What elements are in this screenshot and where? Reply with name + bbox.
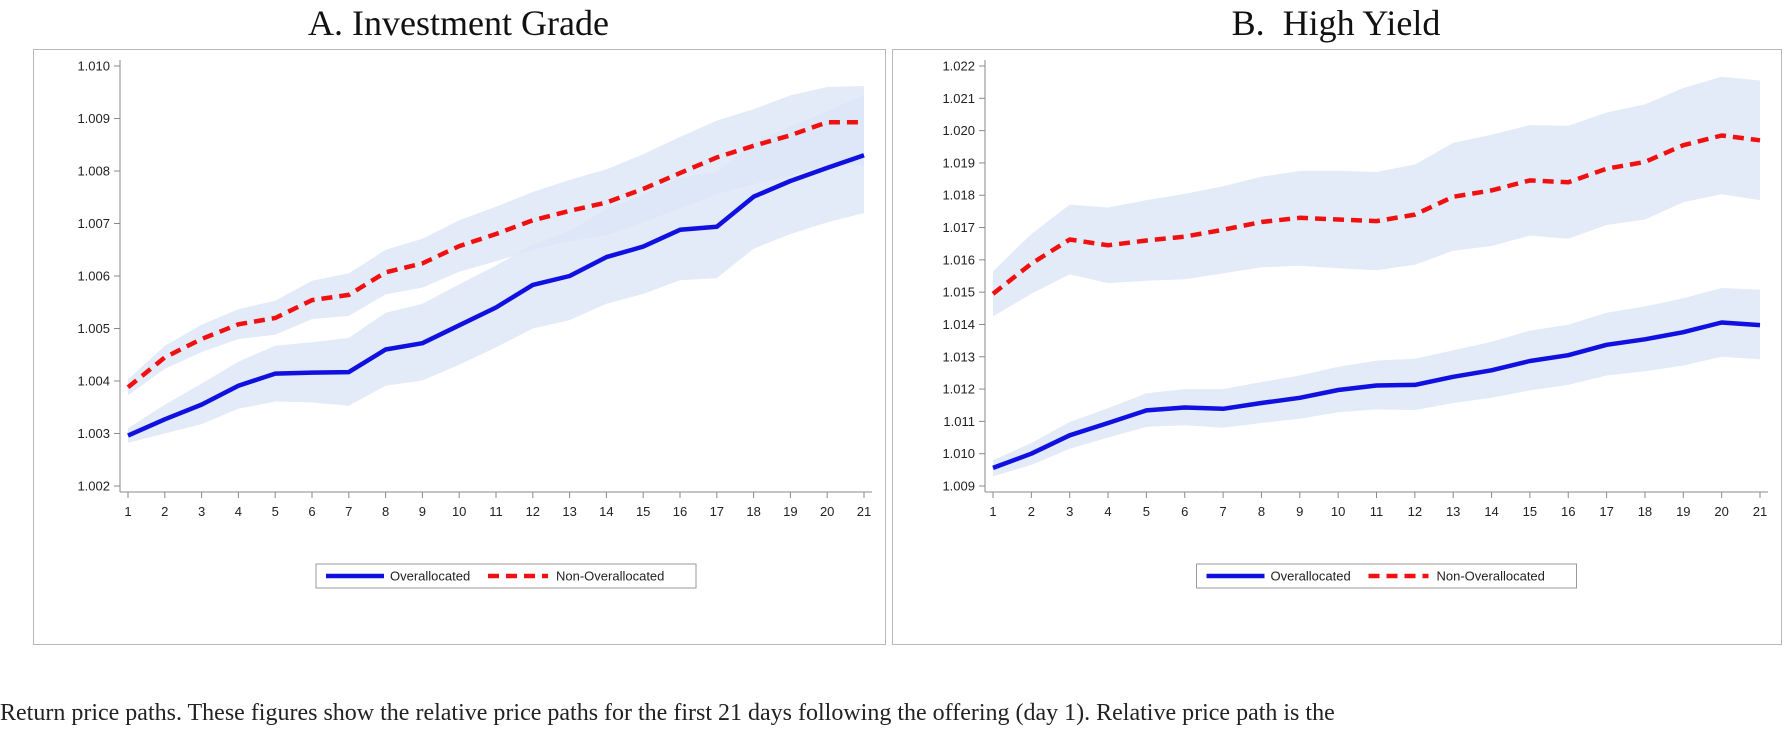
series-line-overallocated [127,153,865,438]
x-tick-label: 13 [1446,504,1460,519]
x-tick-label: 11 [489,504,503,519]
x-tick-label: 4 [1104,504,1111,519]
x-tick-label: 21 [1753,504,1767,519]
y-tick-label: 1.009 [77,111,110,126]
y-tick-label: 1.008 [77,164,110,179]
x-tick-label: 19 [1676,504,1690,519]
y-tick-label: 1.013 [942,349,975,364]
x-tick-label: 6 [308,504,315,519]
legend-label-overallocated: Overallocated [390,569,470,584]
series-line-non-overallocated [126,119,864,390]
legend-label-overallocated: Overallocated [1271,569,1351,584]
x-tick-label: 2 [161,504,168,519]
y-tick-label: 1.002 [77,479,110,494]
x-tick-label: 3 [1066,504,1073,519]
legend-label-non-overallocated: Non-Overallocated [556,569,664,584]
y-tick-label: 1.015 [942,285,975,300]
y-tick-label: 1.005 [77,321,110,336]
y-tick-label: 1.021 [942,91,975,106]
x-tick-label: 19 [783,504,797,519]
confidence-band-overallocated [993,288,1760,477]
y-tick-label: 1.010 [942,446,975,461]
chart-frame-high-yield: 1.009 1.010 1.011 1.012 1.013 1.014 1.015 1.016… [892,49,1782,645]
x-tick-label: 9 [419,504,426,519]
y-tick-label: 1.018 [942,188,975,203]
x-tick-label: 2 [1028,504,1035,519]
x-tick-label: 16 [673,504,687,519]
series-line-non-overallocated [991,133,1761,296]
x-tick-label: 13 [562,504,576,519]
series-line-overallocated [992,320,1761,471]
y-tick-label: 1.009 [942,479,975,494]
y-tick-label: 1.010 [77,59,110,74]
x-tick-label: 6 [1181,504,1188,519]
y-tick-label: 1.019 [942,155,975,170]
x-tick-label: 3 [198,504,205,519]
y-tick-label: 1.014 [942,317,975,332]
y-tick-label: 1.012 [942,382,975,397]
y-tick-label: 1.003 [77,426,110,441]
legend: Overallocated Non-Overallocated [315,563,697,589]
y-tick-label: 1.016 [942,252,975,267]
chart-investment-grade: 1.002 1.003 1.004 1.005 1.006 1.007 1.008 1.009… [77,59,872,589]
x-tick-label: 14 [599,504,613,519]
x-tick-label: 9 [1296,504,1303,519]
x-tick-label: 4 [235,504,242,519]
x-tick-label: 18 [1638,504,1652,519]
x-tick-label: 7 [345,504,352,519]
y-tick-label: 1.017 [942,220,975,235]
x-tick-label: 16 [1561,504,1575,519]
y-tick-label: 1.011 [943,414,975,429]
x-tick-label: 12 [1408,504,1422,519]
y-tick-label: 1.022 [942,59,975,74]
x-tick-label: 11 [1370,504,1384,519]
y-tick-label: 1.007 [77,216,110,231]
chart-frame-investment-grade: 1.002 1.003 1.004 1.005 1.006 1.007 1.008 1.009… [33,49,886,645]
legend: Overallocated Non-Overallocated [1196,563,1577,589]
x-tick-label: 18 [746,504,760,519]
panel-title: B. High Yield [1231,3,1441,43]
x-tick-label: 1 [989,504,996,519]
x-tick-label: 8 [382,504,389,519]
x-tick-label: 10 [452,504,466,519]
x-tick-label: 5 [272,504,279,519]
x-tick-label: 20 [820,504,834,519]
y-tick-label: 1.006 [77,269,110,284]
x-tick-label: 14 [1484,504,1498,519]
x-tick-label: 5 [1143,504,1150,519]
x-tick-label: 15 [636,504,650,519]
x-tick-label: 17 [710,504,724,519]
figure-caption: Return price paths. These figures show t… [0,700,1335,726]
x-tick-label: 1 [124,504,131,519]
x-tick-label: 8 [1258,504,1265,519]
x-tick-label: 12 [526,504,540,519]
x-tick-label: 10 [1331,504,1345,519]
x-tick-label: 20 [1714,504,1728,519]
panel-title: A. Investment Grade [308,3,609,43]
y-tick-label: 1.020 [942,123,975,138]
x-tick-label: 7 [1219,504,1226,519]
x-tick-label: 21 [857,504,871,519]
chart-high-yield: 1.009 1.010 1.011 1.012 1.013 1.014 1.015 1.016… [942,59,1768,589]
confidence-band-non-overallocated [993,76,1760,317]
legend-label-non-overallocated: Non-Overallocated [1437,569,1545,584]
x-tick-label: 17 [1599,504,1613,519]
x-tick-label: 15 [1523,504,1537,519]
y-tick-label: 1.004 [77,374,110,389]
confidence-band-non-overallocated [128,86,864,396]
